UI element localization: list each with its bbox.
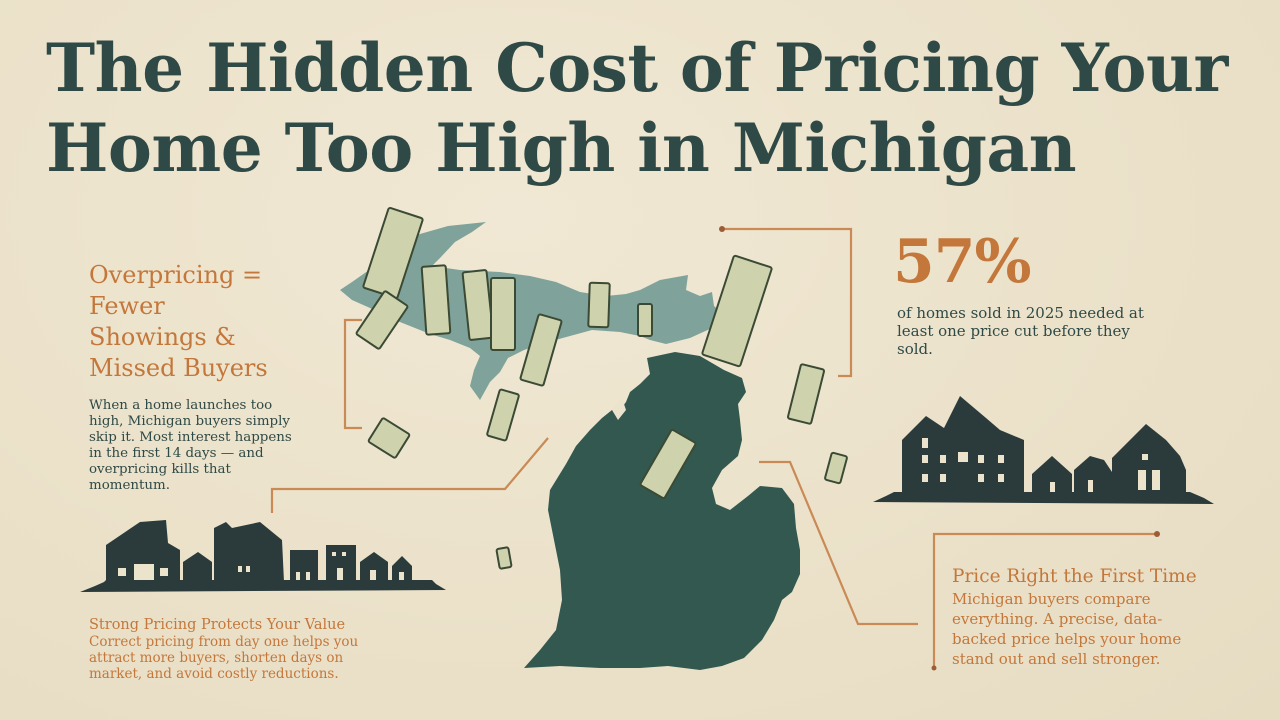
connector-left-bracket [343,318,362,430]
stat-line: sold. [897,340,933,358]
bottom-right-callout: Price Right the First Time Michigan buye… [952,565,1242,669]
left-heading-line: Overpricing = [89,261,263,289]
left-body-line: momentum. [89,478,170,493]
left-body-line: overpricing kills that [89,462,231,477]
title-line-1: The Hidden Cost of Pricing Your [46,29,1228,107]
connector-dots [719,226,1160,671]
connector-left-bottom [270,437,549,513]
left-heading-line: Fewer [89,292,165,320]
bottom-left-line: market, and avoid costly reductions. [89,666,339,682]
connector-bottom-right [759,460,918,626]
connector-right-bracket [932,532,1157,668]
house-row-icon-left [80,520,446,592]
bottom-right-line: backed price helps your home [952,630,1182,648]
left-body-line: high, Michigan buyers simply [89,414,290,429]
left-body-line: When a home launches too [89,398,273,413]
page-title: The Hidden Cost of Pricing Your Home Too… [46,28,1246,188]
stat-value: 57% [893,227,1032,297]
left-heading-line: Missed Buyers [89,354,268,382]
bottom-left-line: attract more buyers, shorten days on [89,650,344,666]
michigan-map-icon [340,222,800,670]
connector-top-right [722,227,853,378]
dollar-bill-icon [355,207,848,570]
house-row-icon-right [873,396,1214,504]
left-section-heading: Overpricing = Fewer Showings & Missed Bu… [89,260,299,384]
title-line-2: Home Too High in Michigan [46,109,1077,187]
left-body-line: skip it. Most interest happens [89,430,292,445]
bottom-left-callout: Strong Pricing Protects Your Value Corre… [89,617,399,682]
bottom-right-line: Michigan buyers compare [952,590,1151,608]
left-body-line: in the first 14 days — and [89,446,264,461]
stat-description: of homes sold in 2025 needed at least on… [897,304,1187,358]
left-section-body: When a home launches too high, Michigan … [89,398,309,494]
bottom-left-heading: Strong Pricing Protects Your Value [89,617,346,633]
bottom-right-line: stand out and sell stronger. [952,650,1161,668]
bottom-right-line: everything. A precise, data- [952,610,1163,628]
stat-line: of homes sold in 2025 needed at [897,304,1144,322]
stat-line: least one price cut before they [897,322,1130,340]
bottom-right-heading: Price Right the First Time [952,566,1197,587]
left-heading-line: Showings & [89,323,236,351]
bottom-left-line: Correct pricing from day one helps you [89,634,359,650]
connector-lines [270,227,1157,668]
